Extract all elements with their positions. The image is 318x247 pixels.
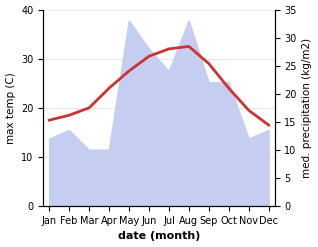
- Y-axis label: med. precipitation (kg/m2): med. precipitation (kg/m2): [302, 38, 313, 178]
- Y-axis label: max temp (C): max temp (C): [5, 72, 16, 144]
- X-axis label: date (month): date (month): [118, 231, 200, 242]
